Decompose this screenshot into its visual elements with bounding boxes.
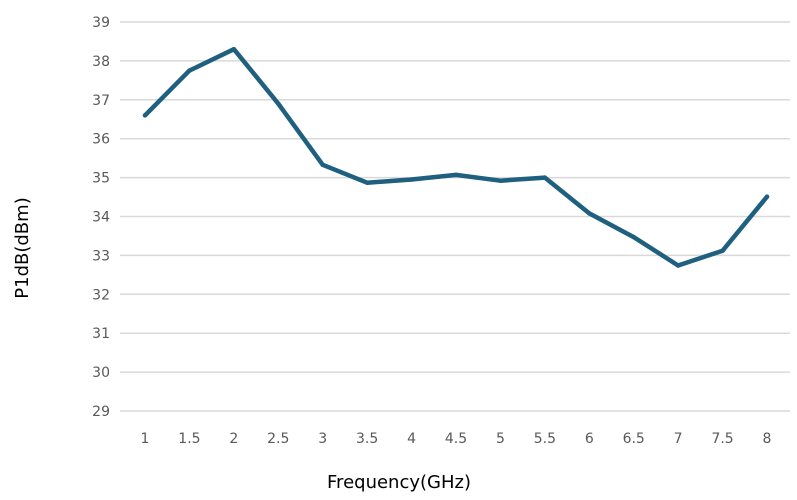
x-tick-label: 6 <box>585 431 594 447</box>
data-point <box>409 177 414 182</box>
data-point <box>720 248 725 253</box>
data-point <box>587 211 592 216</box>
y-tick-label: 39 <box>92 15 110 31</box>
x-axis-title: Frequency(GHz) <box>327 472 471 493</box>
x-tick-label: 8 <box>763 431 772 447</box>
y-axis-title: P1dB(dBm) <box>12 197 33 298</box>
data-point <box>231 47 237 52</box>
data-point <box>542 175 548 180</box>
data-point <box>364 180 370 185</box>
x-tick-label: 4.5 <box>445 431 467 447</box>
y-tick-label: 34 <box>92 210 110 226</box>
y-tick-label: 31 <box>92 326 110 342</box>
gridlines <box>120 21 790 412</box>
x-tick-label: 1 <box>141 431 150 447</box>
x-tick-label: 2 <box>229 431 238 447</box>
data-point <box>675 263 681 268</box>
data-point <box>453 172 459 178</box>
data-point <box>187 68 192 73</box>
y-tick-label: 30 <box>92 365 110 381</box>
data-point <box>498 178 503 183</box>
x-axis-ticks: 1 1.5 2 2.5 3 3.5 4 4.5 5 5.5 6 6.5 7 7.5 8 <box>141 431 772 447</box>
y-tick-label: 35 <box>92 171 110 187</box>
x-tick-label: 5.5 <box>534 431 556 447</box>
data-point <box>764 194 770 199</box>
data-point <box>276 101 281 106</box>
series-line <box>142 46 770 268</box>
y-tick-label: 32 <box>92 287 110 303</box>
data-point <box>320 162 325 167</box>
x-tick-label: 2.5 <box>267 431 289 447</box>
x-tick-label: 4 <box>407 431 416 447</box>
y-tick-label: 37 <box>92 93 110 109</box>
data-point <box>631 234 636 240</box>
y-tick-label: 33 <box>92 248 110 264</box>
x-tick-label: 3.5 <box>356 431 378 447</box>
x-tick-label: 7 <box>674 431 683 447</box>
y-tick-label: 29 <box>92 404 110 420</box>
x-tick-label: 1.5 <box>178 431 200 447</box>
x-tick-label: 5 <box>496 431 505 447</box>
y-tick-label: 36 <box>92 132 110 148</box>
series-layer <box>142 46 770 268</box>
data-point <box>142 113 148 118</box>
y-axis-ticks: 29 30 31 32 33 34 35 36 37 38 39 <box>92 15 110 420</box>
y-tick-label: 38 <box>92 54 110 70</box>
x-tick-label: 3 <box>318 431 327 447</box>
x-tick-label: 6.5 <box>623 431 645 447</box>
x-tick-label: 7.5 <box>711 431 733 447</box>
